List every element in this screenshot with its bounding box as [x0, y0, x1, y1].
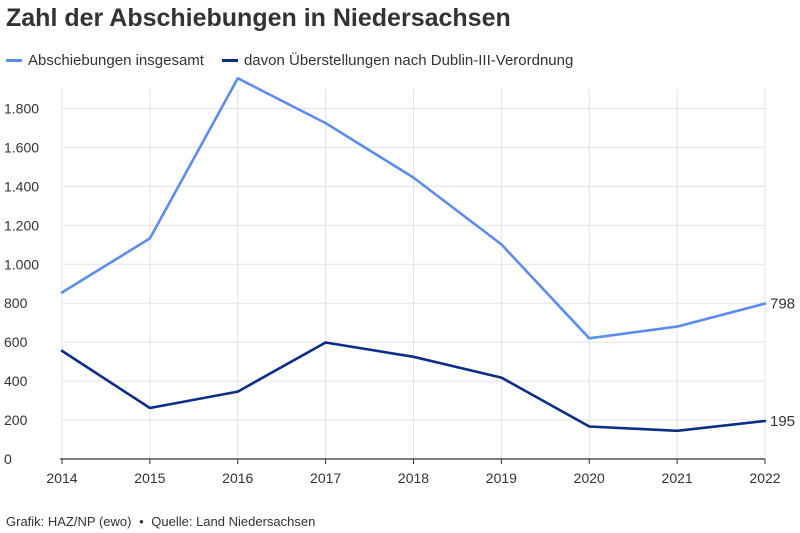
legend-item-total: Abschiebungen insgesamt	[6, 52, 204, 69]
x-tick-label: 2017	[310, 470, 341, 486]
x-tick-label: 2020	[574, 470, 605, 486]
x-tick-label: 2014	[46, 470, 77, 486]
legend-label-dublin: davon Überstellungen nach Dublin-III-Ver…	[243, 52, 574, 69]
y-tick-label: 400	[4, 373, 28, 389]
y-tick-label: 1.600	[4, 139, 39, 155]
legend-swatch-total	[6, 59, 22, 62]
end-value-label: 798	[770, 296, 795, 313]
x-tick-label: 2018	[398, 470, 429, 486]
x-tick-label: 2015	[134, 470, 165, 486]
y-tick-label: 600	[4, 334, 28, 350]
chart-title: Zahl der Abschiebungen in Niedersachsen	[6, 4, 511, 32]
x-tick-label: 2019	[486, 470, 517, 486]
legend-item-dublin: davon Überstellungen nach Dublin-III-Ver…	[221, 52, 574, 69]
footer-separator: •	[139, 514, 144, 529]
y-tick-label: 1.000	[4, 256, 39, 272]
legend-label-total: Abschiebungen insgesamt	[28, 52, 204, 69]
y-tick-label: 800	[4, 295, 28, 311]
y-tick-label: 0	[4, 451, 12, 467]
footer: Grafik: HAZ/NP (ewo) • Quelle: Land Nied…	[6, 514, 315, 529]
footer-source: Quelle: Land Niedersachsen	[151, 514, 316, 529]
x-tick-label: 2021	[662, 470, 693, 486]
legend-swatch-dublin	[221, 59, 238, 62]
y-tick-label: 200	[4, 412, 28, 428]
x-tick-label: 2016	[222, 470, 253, 486]
y-tick-label: 1.200	[4, 217, 39, 233]
legend: Abschiebungen insgesamt davon Überstellu…	[6, 52, 591, 69]
footer-credit: Grafik: HAZ/NP (ewo)	[6, 514, 132, 529]
y-tick-label: 1.400	[4, 178, 39, 194]
y-tick-label: 1.800	[4, 100, 39, 116]
x-tick-label: 2022	[749, 470, 780, 486]
end-value-label: 195	[770, 413, 795, 430]
